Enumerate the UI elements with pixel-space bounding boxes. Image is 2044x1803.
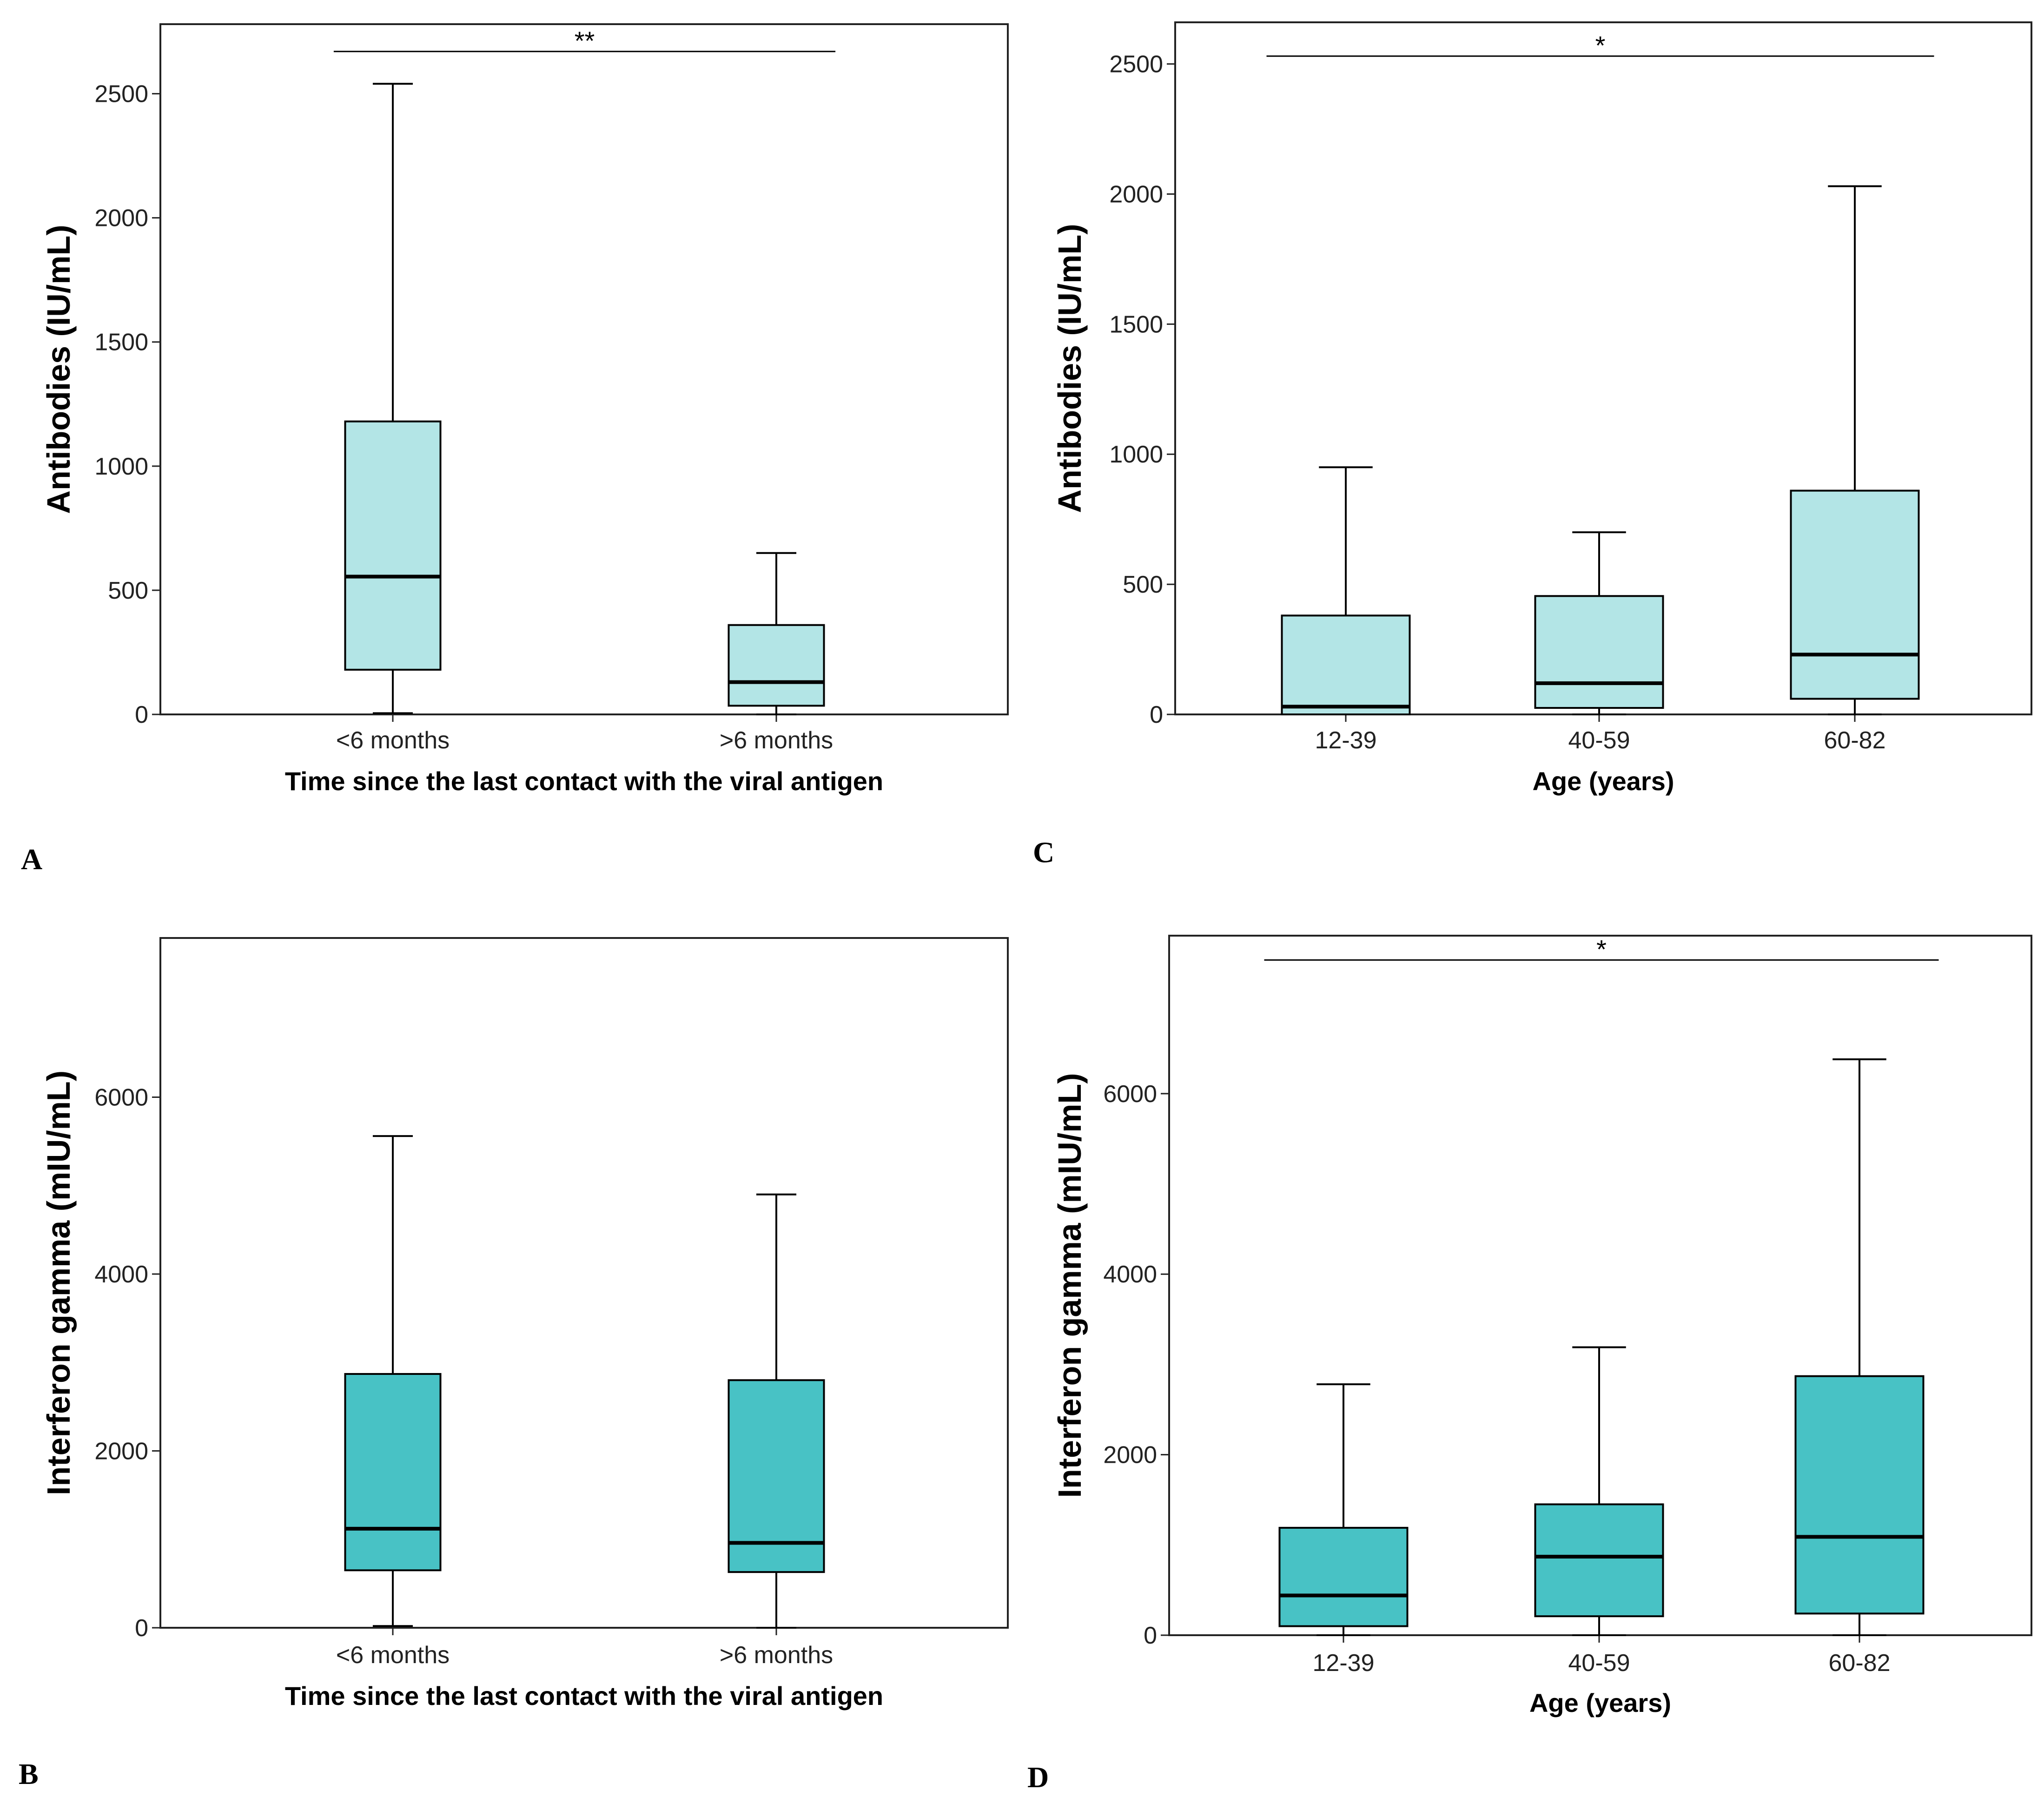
y-tick-label: 6000 — [94, 1084, 148, 1111]
x-tick-label: >6 months — [720, 1642, 833, 1669]
iqr-box — [728, 624, 825, 707]
x-axis-label: Time since the last contact with the vir… — [285, 1681, 883, 1711]
x-tick-label: <6 months — [336, 727, 450, 754]
x-tick-label: >6 months — [720, 727, 833, 754]
x-tick-label: 40-59 — [1568, 1650, 1630, 1677]
x-tick-label: <6 months — [336, 1642, 450, 1669]
panel-letter: A — [21, 843, 42, 876]
iqr-box — [728, 1379, 825, 1573]
y-tick-label: 2000 — [94, 205, 148, 232]
iqr-box — [1278, 1526, 1409, 1627]
significance-label: * — [1596, 934, 1607, 964]
y-tick-label: 1000 — [1109, 441, 1163, 468]
y-tick-label: 500 — [1123, 571, 1163, 598]
y-tick-label: 1500 — [1109, 311, 1163, 338]
y-tick-label: 0 — [135, 701, 148, 728]
box-2 — [1794, 1058, 1925, 1636]
x-tick-label: 60-82 — [1829, 1650, 1891, 1677]
panel-letter: D — [1027, 1761, 1049, 1794]
y-tick-label: 500 — [108, 577, 148, 604]
iqr-box — [344, 1373, 442, 1572]
iqr-box — [1794, 1375, 1925, 1615]
x-tick-label: 40-59 — [1568, 727, 1630, 754]
box-1 — [728, 1193, 825, 1629]
y-tick-label: 2000 — [1103, 1442, 1157, 1469]
y-tick-label: 4000 — [94, 1261, 148, 1288]
box-0 — [1278, 1383, 1409, 1636]
iqr-box — [1281, 614, 1411, 716]
panel-letter: C — [1033, 836, 1054, 869]
x-axis-label: Time since the last contact with the vir… — [285, 766, 883, 796]
iqr-box — [344, 420, 442, 671]
x-axis-label: Age (years) — [1529, 1688, 1671, 1717]
box-1 — [1534, 531, 1664, 715]
iqr-box — [1534, 595, 1664, 709]
significance-label: ** — [575, 26, 595, 55]
x-tick-label: 12-39 — [1313, 1650, 1375, 1677]
y-tick-label: 4000 — [1103, 1261, 1157, 1288]
box-1 — [1534, 1346, 1664, 1636]
panel-letter: B — [19, 1757, 39, 1790]
panel-d: 0 2000 4000 6000 Interferon gamma (mIU/mL) 12… — [1027, 934, 2032, 1794]
plot-frame — [159, 937, 1009, 1629]
panel-b: 0 2000 4000 6000 Interferon gamma (mIU/mL) <6… — [19, 937, 1009, 1790]
y-axis-label: Interferon gamma (mIU/mL) — [1052, 1073, 1088, 1498]
x-tick-label: 12-39 — [1315, 727, 1377, 754]
iqr-box — [1534, 1503, 1664, 1618]
box-2 — [1790, 185, 1920, 715]
panel-a: 0 500 1000 1500 2000 2500 Antibodies (IU/mL) <6… — [21, 23, 1009, 876]
iqr-box — [1790, 489, 1920, 700]
y-tick-label: 2500 — [94, 81, 148, 108]
box-0 — [344, 1135, 442, 1627]
y-tick-label: 2000 — [94, 1438, 148, 1465]
y-tick-label: 0 — [1144, 1622, 1157, 1649]
y-tick-label: 6000 — [1103, 1081, 1157, 1108]
y-axis-label: Antibodies (IU/mL) — [40, 225, 77, 514]
panel-c: 0 500 1000 1500 2000 2500 Antibodies (IU/mL) 12… — [1033, 21, 2032, 869]
box-1 — [728, 552, 825, 715]
significance-label: * — [1595, 31, 1606, 60]
y-tick-label: 1000 — [94, 453, 148, 480]
y-tick-label: 0 — [1150, 701, 1163, 728]
plot-frame — [159, 23, 1009, 715]
y-tick-label: 0 — [135, 1615, 148, 1642]
box-0 — [344, 83, 442, 714]
x-axis-label: Age (years) — [1532, 766, 1674, 796]
x-tick-label: 60-82 — [1824, 727, 1886, 754]
y-axis-label: Interferon gamma (mIU/mL) — [40, 1070, 77, 1495]
y-tick-label: 2000 — [1109, 181, 1163, 208]
box-0 — [1281, 466, 1411, 716]
y-axis-label: Antibodies (IU/mL) — [1052, 224, 1088, 513]
y-tick-label: 1500 — [94, 329, 148, 356]
y-tick-label: 2500 — [1109, 51, 1163, 78]
